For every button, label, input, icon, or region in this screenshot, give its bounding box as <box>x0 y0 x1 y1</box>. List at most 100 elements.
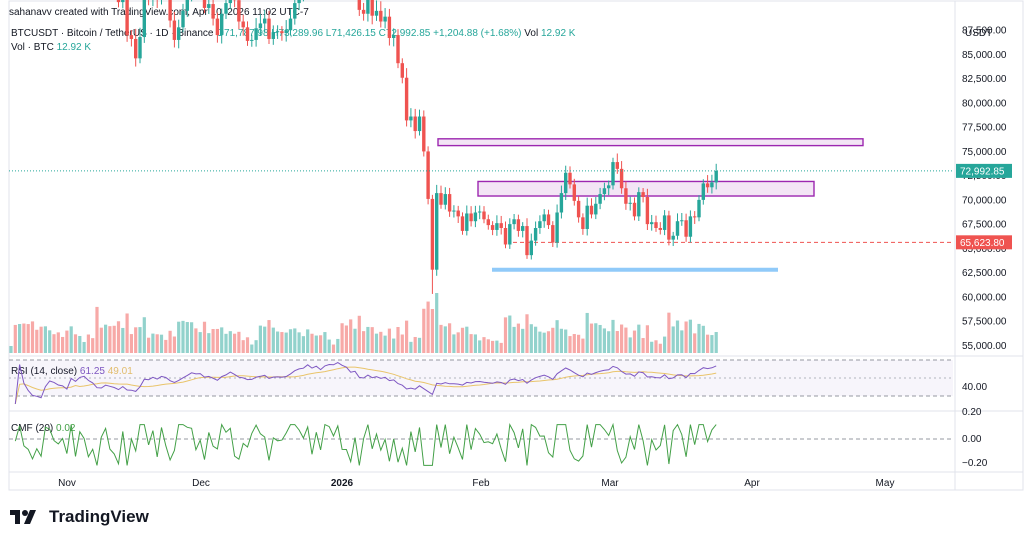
candle-body <box>452 210 456 212</box>
candle-body <box>680 220 684 222</box>
volume-bar <box>306 329 310 353</box>
candle-body <box>404 77 409 121</box>
candle-body <box>538 221 542 229</box>
candle-body <box>495 223 499 230</box>
volume-bar <box>632 330 637 353</box>
candle-body <box>129 35 134 39</box>
volume-bar <box>233 333 237 353</box>
volume-bar <box>422 308 426 353</box>
candle-body <box>628 202 632 204</box>
candle-body <box>551 225 555 243</box>
volume-bar <box>39 326 43 353</box>
candle-body <box>478 211 482 213</box>
volume-bar <box>658 343 662 353</box>
candle-body <box>705 183 710 188</box>
axis-currency: USDT <box>965 28 993 39</box>
time-axis-label: Dec <box>192 478 210 489</box>
candle-body <box>254 28 258 40</box>
candle-body <box>271 32 275 39</box>
volume-bar <box>22 323 26 353</box>
volume-bar <box>469 334 473 353</box>
candle-body <box>417 116 422 132</box>
candle-body <box>134 38 138 59</box>
volume-bar <box>155 334 159 353</box>
volume-bar <box>460 327 465 353</box>
price-tick-label: 55,000.00 <box>962 341 1007 352</box>
rsi-legend: RSI (14, close) 61.25 49.01 <box>11 366 133 377</box>
volume-value: 12.92 K <box>540 28 576 39</box>
volume-bar <box>611 319 615 353</box>
candle-body <box>116 0 121 3</box>
volume-bar <box>65 330 69 353</box>
volume-bar <box>288 329 293 353</box>
volume-bar <box>13 324 17 353</box>
candle-body <box>594 203 598 215</box>
candle-body <box>576 200 581 218</box>
volume-bar <box>190 322 194 353</box>
candle-body <box>447 194 452 212</box>
candle-body <box>619 168 624 189</box>
volume-bar <box>267 320 271 353</box>
candle-body <box>275 31 280 33</box>
candle-body <box>667 215 671 240</box>
candle-body <box>533 228 538 241</box>
volume-bar <box>220 327 224 353</box>
volume-bar <box>349 319 353 353</box>
volume-bar <box>448 323 452 353</box>
candle-body <box>250 39 254 41</box>
candle-body <box>361 9 366 14</box>
volume-bar <box>555 320 559 353</box>
volume-bar <box>379 331 383 353</box>
volume-bar <box>392 338 396 353</box>
candle-body <box>374 10 379 16</box>
volume-bar <box>301 336 305 353</box>
chart-frame <box>8 0 1024 491</box>
candle-body <box>512 219 516 225</box>
candle-body <box>632 202 637 217</box>
volume-bar <box>18 324 22 353</box>
volume-bar <box>276 331 280 353</box>
volume-bar <box>680 330 684 353</box>
candle-body <box>426 151 430 199</box>
candle-body <box>542 214 546 222</box>
volume-bar <box>417 337 422 353</box>
volume-bar <box>327 339 331 353</box>
rsi-ma-line <box>14 366 717 405</box>
candle-body <box>409 116 413 121</box>
volume-bar <box>400 334 404 353</box>
symbol-legend: BTCUSDT · Bitcoin / TetherUS · 1D · Bina… <box>11 28 575 39</box>
cmf-line <box>14 422 717 466</box>
cmf-value: 0.02 <box>56 423 76 434</box>
volume-bar <box>43 326 47 353</box>
candle-body <box>499 223 503 229</box>
current-price-tag <box>956 163 1012 178</box>
volume-bar <box>177 321 181 353</box>
volume-bar <box>310 333 314 353</box>
candle-body <box>521 226 525 231</box>
volume-bar <box>142 317 146 353</box>
volume-bar <box>241 340 245 353</box>
candle-body <box>675 221 680 236</box>
candle-body <box>288 18 293 31</box>
tradingview-brand[interactable]: TradingView <box>9 507 149 527</box>
price-tick-label: 77,500.00 <box>962 123 1007 134</box>
volume-bar <box>366 326 370 353</box>
volume-bar <box>577 334 581 353</box>
volume-bar <box>159 334 164 353</box>
candle-body <box>598 194 602 204</box>
volume-bar <box>61 336 65 353</box>
candle-body <box>684 220 688 237</box>
price-tick-label: 75,000.00 <box>962 147 1007 158</box>
volume-bar <box>250 344 254 353</box>
candle-body <box>413 116 417 132</box>
candle-body <box>267 18 271 39</box>
candle-body <box>460 216 465 231</box>
volume-bar <box>491 340 495 353</box>
volume-bar <box>26 324 30 353</box>
candle-body <box>469 213 473 222</box>
time-axis-label: Apr <box>744 478 760 489</box>
volume-bar <box>336 338 340 353</box>
volume-bar <box>284 332 288 353</box>
price-tick-label: 67,500.00 <box>962 220 1007 231</box>
